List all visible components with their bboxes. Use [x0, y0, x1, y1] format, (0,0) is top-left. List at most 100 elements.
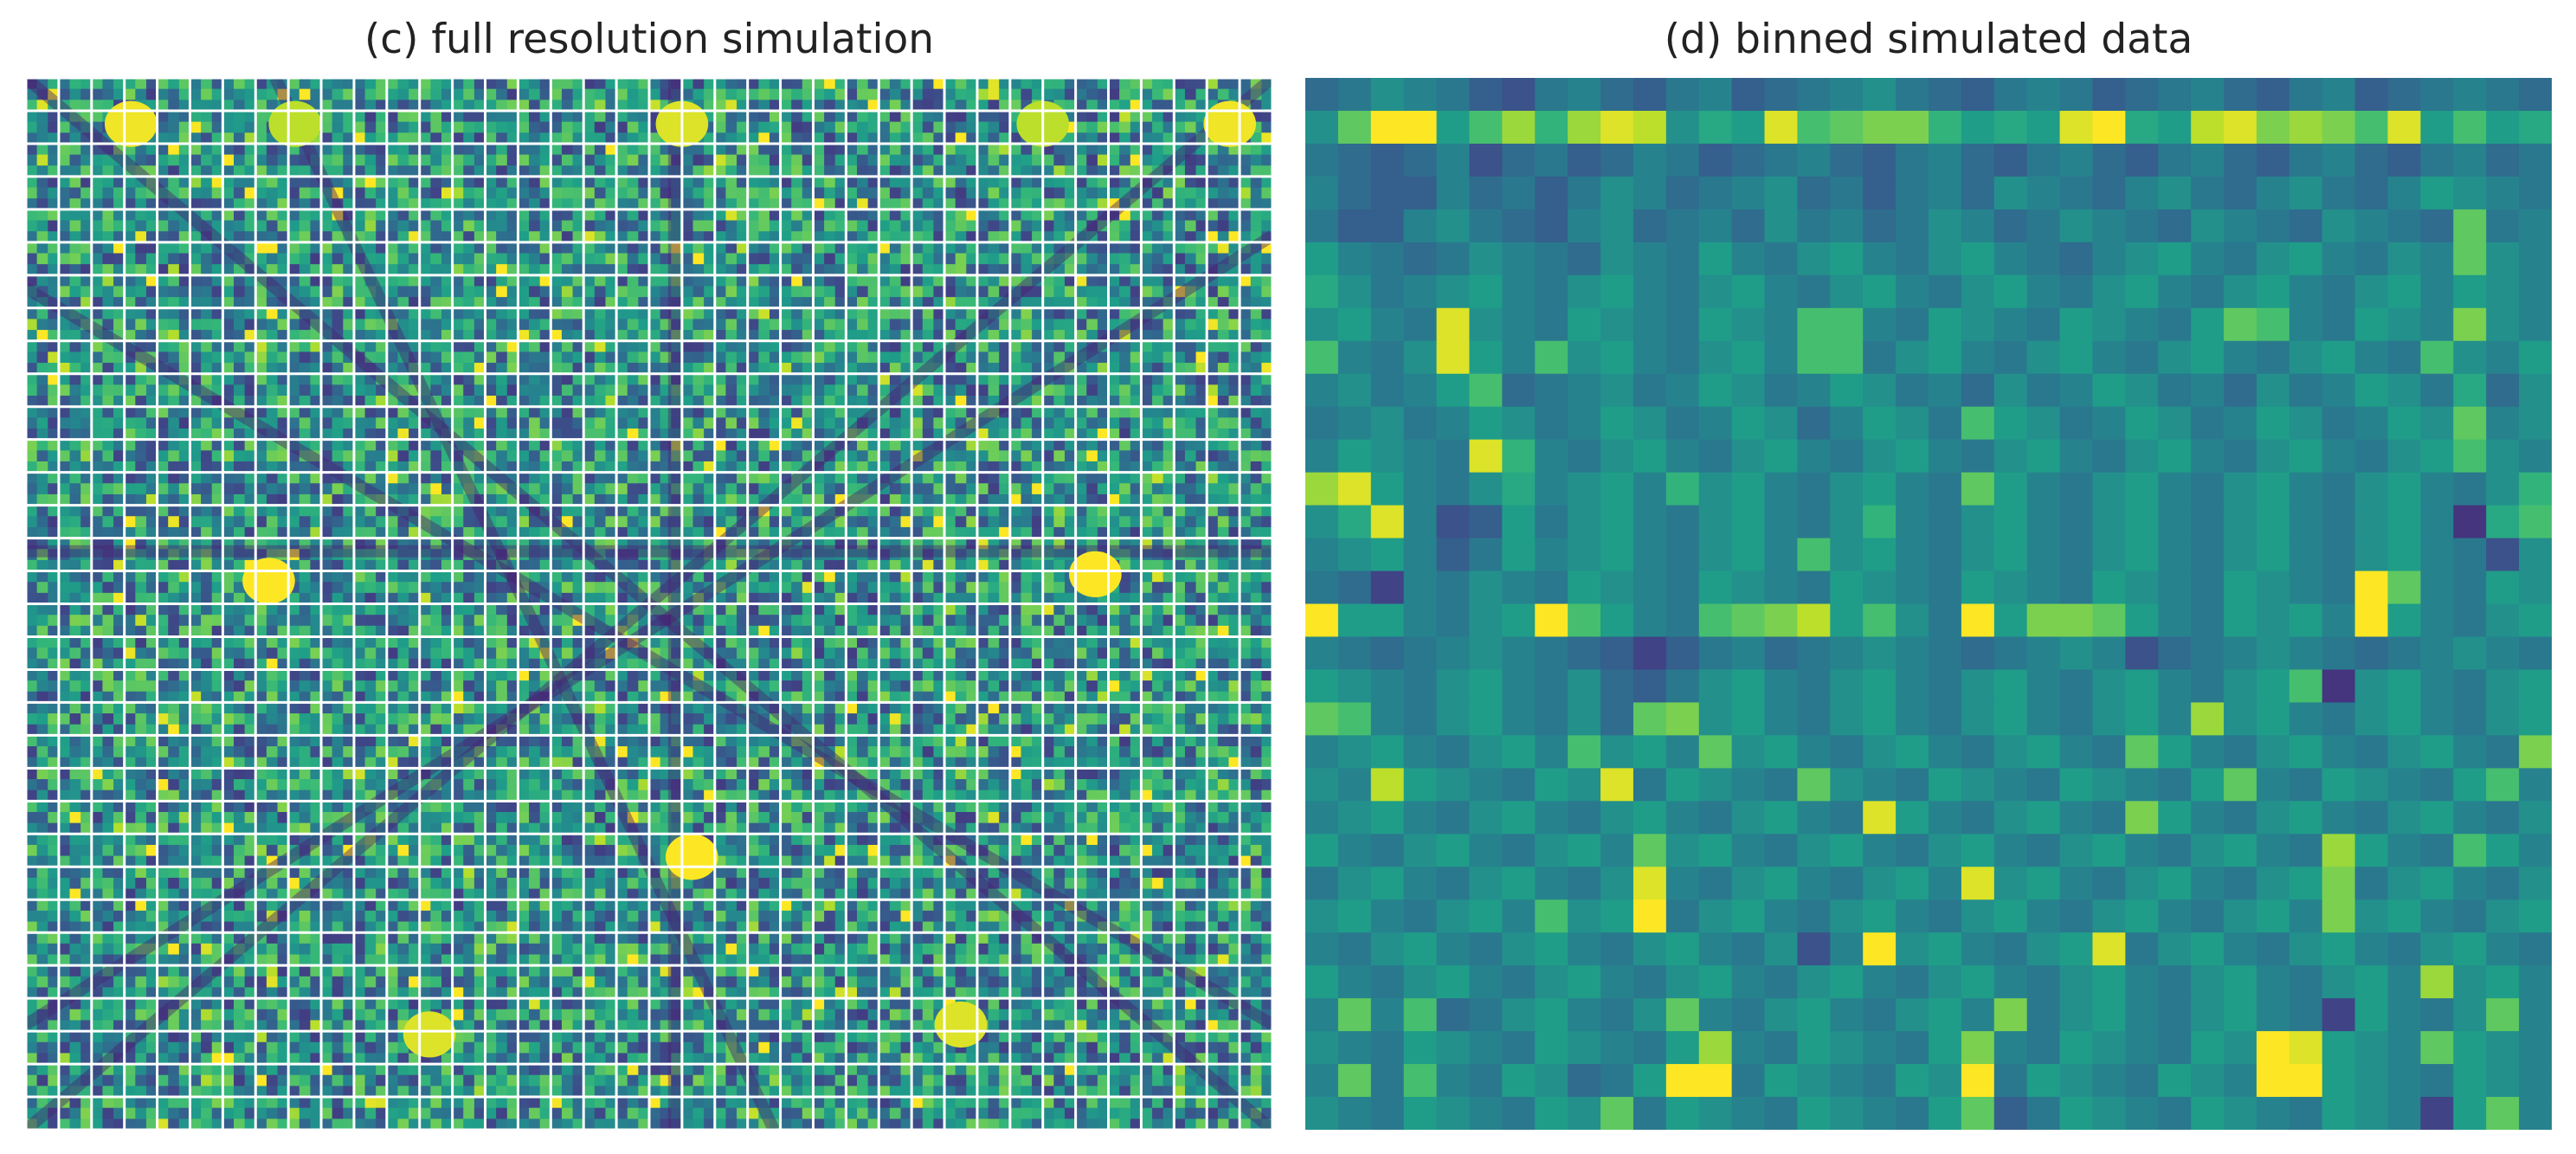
texture-pixel — [234, 297, 246, 309]
texture-pixel — [1174, 505, 1186, 517]
texture-pixel — [1174, 472, 1186, 484]
texture-pixel — [1240, 176, 1252, 189]
texture-pixel — [1075, 264, 1087, 276]
texture-pixel — [649, 209, 661, 222]
texture-pixel — [145, 198, 158, 210]
texture-pixel — [168, 340, 180, 352]
texture-pixel — [714, 373, 726, 385]
texture-pixel — [518, 516, 530, 528]
texture-pixel — [222, 88, 235, 100]
texture-pixel — [616, 88, 628, 100]
texture-pixel — [1021, 209, 1033, 222]
texture-pixel — [1195, 363, 1208, 375]
texture-pixel — [299, 253, 311, 265]
texture-pixel — [113, 363, 126, 375]
texture-pixel — [681, 417, 694, 429]
texture-pixel — [1042, 483, 1054, 495]
texture-pixel — [1261, 198, 1272, 210]
texture-pixel — [594, 450, 606, 462]
texture-pixel — [1217, 165, 1229, 177]
texture-pixel — [671, 319, 683, 331]
texture-pixel — [1021, 483, 1033, 495]
texture-pixel — [725, 154, 737, 166]
texture-pixel — [846, 88, 858, 100]
texture-pixel — [769, 274, 782, 287]
texture-pixel — [321, 406, 333, 418]
texture-pixel — [649, 505, 661, 517]
texture-pixel — [933, 351, 945, 364]
texture-pixel — [704, 165, 716, 177]
texture-pixel — [889, 363, 902, 375]
texture-pixel — [255, 406, 267, 418]
texture-pixel — [1042, 209, 1054, 222]
texture-pixel — [1119, 154, 1131, 166]
texture-pixel — [1250, 483, 1262, 495]
texture-pixel — [999, 340, 1011, 352]
texture-pixel — [1086, 220, 1098, 232]
texture-pixel — [1250, 450, 1262, 462]
texture-pixel — [244, 198, 256, 210]
texture-pixel — [343, 165, 355, 177]
texture-pixel — [255, 307, 267, 319]
texture-pixel — [1119, 340, 1131, 352]
texture-pixel — [737, 286, 749, 298]
texture-pixel — [1217, 242, 1229, 254]
texture-pixel — [1119, 143, 1131, 156]
texture-pixel — [638, 307, 650, 319]
texture-pixel — [48, 396, 60, 408]
texture-pixel — [933, 121, 945, 133]
texture-pixel — [681, 231, 694, 243]
texture-pixel — [1261, 417, 1272, 429]
texture-pixel — [813, 220, 825, 232]
texture-pixel — [879, 307, 891, 319]
texture-pixel — [867, 286, 879, 298]
texture-pixel — [999, 242, 1011, 254]
texture-pixel — [747, 297, 759, 309]
texture-pixel — [211, 220, 223, 232]
texture-pixel — [813, 286, 825, 298]
texture-pixel — [725, 384, 737, 396]
texture-pixel — [1261, 242, 1272, 254]
texture-pixel — [529, 121, 541, 133]
texture-pixel — [332, 187, 344, 199]
texture-pixel — [299, 363, 311, 375]
texture-pixel — [353, 340, 366, 352]
texture-pixel — [627, 417, 639, 429]
texture-pixel — [725, 143, 737, 156]
texture-pixel — [714, 88, 726, 100]
texture-pixel — [168, 121, 180, 133]
texture-pixel — [889, 264, 902, 276]
texture-pixel — [26, 450, 38, 462]
texture-pixel — [1184, 100, 1197, 112]
texture-pixel — [660, 264, 672, 276]
texture-pixel — [922, 307, 934, 319]
texture-pixel — [976, 363, 989, 375]
texture-pixel — [1152, 209, 1164, 222]
texture-pixel — [1053, 483, 1066, 495]
texture-pixel — [36, 439, 48, 451]
texture-pixel — [419, 132, 431, 145]
texture-pixel — [463, 373, 475, 385]
texture-pixel — [976, 351, 989, 364]
texture-pixel — [791, 330, 803, 342]
texture-pixel — [1119, 121, 1131, 133]
texture-pixel — [288, 330, 300, 342]
texture-pixel — [1042, 165, 1054, 177]
texture-pixel — [91, 154, 103, 166]
texture-pixel — [222, 505, 235, 517]
texture-pixel — [529, 176, 541, 189]
texture-pixel — [1086, 231, 1098, 243]
texture-pixel — [463, 340, 475, 352]
texture-pixel — [769, 121, 782, 133]
texture-pixel — [879, 330, 891, 342]
texture-pixel — [681, 340, 694, 352]
texture-pixel — [310, 384, 322, 396]
texture-pixel — [692, 472, 705, 484]
texture-pixel — [660, 363, 672, 375]
texture-pixel — [594, 439, 606, 451]
texture-pixel — [922, 100, 934, 112]
full-resolution-heatmap — [26, 78, 1272, 1130]
texture-pixel — [780, 384, 792, 396]
texture-pixel — [102, 439, 114, 451]
texture-pixel — [911, 253, 924, 265]
